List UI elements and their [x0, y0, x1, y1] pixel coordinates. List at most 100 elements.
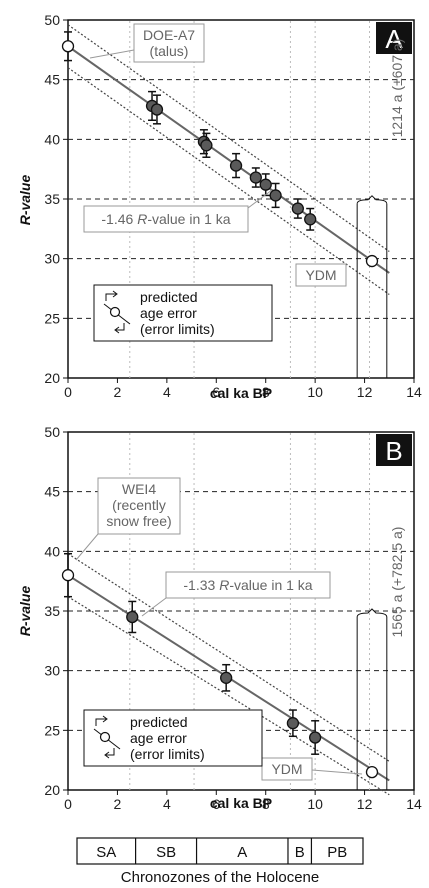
y-axis-label: R-value	[17, 175, 33, 226]
x-tick-label: 6	[212, 796, 220, 812]
data-point	[291, 202, 304, 215]
slope-leader-line	[247, 189, 273, 209]
chronozone-label: SB	[156, 844, 176, 861]
y-tick-label: 50	[44, 12, 60, 28]
chronozone-bar: SA SB A B PB Chronozones of the Holocene	[76, 837, 364, 886]
x-tick-label: 8	[262, 796, 270, 812]
regression-line	[67, 45, 390, 274]
y-axis-ticks: 20 25 30 35 40 45 50	[44, 424, 68, 798]
slope-label: -1.46 R-value in 1 ka	[101, 211, 230, 227]
chronozone-label: A	[237, 844, 247, 861]
site-note-line-1: (recently	[112, 497, 166, 513]
data-point	[220, 671, 233, 684]
x-axis-label: cal ka BP	[210, 795, 272, 811]
x-tick-label: 8	[262, 384, 270, 400]
confidence-band	[67, 553, 390, 796]
bracket-brace	[356, 195, 388, 204]
legend-line-3: (error limits)	[140, 321, 215, 337]
y-tick-label: 40	[44, 131, 60, 147]
x-axis-ticks: 0 2 4 6 8 10 12 14	[64, 790, 422, 812]
slope-label-box	[83, 205, 249, 233]
panel-letter-box	[376, 434, 412, 466]
x-tick-label: 12	[357, 796, 373, 812]
site-note: (talus)	[150, 43, 189, 59]
legend-line-1: predicted	[140, 289, 198, 305]
chronozone-cells: SA SB A B PB	[96, 838, 347, 864]
chronozone-frame	[76, 837, 364, 865]
x-tick-label: 14	[406, 384, 422, 400]
site-label-box	[133, 23, 205, 63]
lower-band-line	[67, 596, 390, 796]
slope-label: -1.33 R-value in 1 ka	[183, 577, 312, 593]
ydm-label: YDM	[271, 761, 302, 777]
y-tick-label: 25	[44, 310, 60, 326]
panel-letter: A	[385, 24, 403, 54]
y-tick-label: 35	[44, 191, 60, 207]
open-data-point	[365, 765, 379, 779]
x-tick-label: 10	[307, 384, 323, 400]
y-tick-label: 50	[44, 424, 60, 440]
slope-label-box	[165, 571, 331, 599]
y-tick-label: 45	[44, 484, 60, 500]
chronozone-label: PB	[327, 844, 347, 861]
y-tick-label: 40	[44, 543, 60, 559]
ydm-label-box	[261, 757, 313, 781]
ydm-label: YDM	[305, 267, 336, 283]
legend-line-2: age error	[130, 730, 187, 746]
x-tick-label: 2	[114, 796, 122, 812]
x-tick-label: 6	[212, 384, 220, 400]
site-note-line-2: snow free)	[106, 513, 171, 529]
site-label: WEI4	[122, 481, 156, 497]
x-tick-label: 0	[64, 796, 72, 812]
data-point	[304, 213, 317, 226]
gridlines	[68, 20, 414, 378]
ydm-label-box	[295, 263, 347, 287]
age-error-label: 1565 a (+782.5 a)	[389, 527, 405, 638]
legend-line-1: predicted	[130, 714, 188, 730]
open-data-point	[61, 569, 75, 582]
x-tick-label: 4	[163, 384, 171, 400]
y-tick-label: 35	[44, 603, 60, 619]
x-tick-label: 0	[64, 384, 72, 400]
site-leader-line	[75, 533, 99, 561]
age-error-label: 1214 a (±607 a)	[389, 39, 405, 138]
site-label-box	[97, 477, 181, 535]
age-error-bracket	[356, 195, 388, 378]
upper-band-line	[67, 24, 390, 252]
chronozone-label: SA	[96, 844, 116, 861]
legend-line-2: age error	[140, 305, 197, 321]
open-data-point	[61, 40, 75, 53]
panel-letter-box	[376, 22, 412, 54]
confidence-band	[67, 24, 390, 295]
y-tick-label: 25	[44, 722, 60, 738]
y-tick-label: 20	[44, 782, 60, 798]
data-points	[61, 31, 379, 268]
x-axis-label: cal ka BP	[210, 385, 272, 401]
y-tick-label: 30	[44, 251, 60, 267]
lower-band-line	[67, 67, 390, 295]
legend-box	[83, 709, 263, 767]
age-error-bracket	[356, 608, 388, 790]
ydm-leader-line	[311, 769, 363, 775]
legend-box	[93, 284, 273, 342]
slope-leader-line	[141, 597, 167, 617]
y-tick-label: 20	[44, 370, 60, 386]
data-point	[249, 171, 262, 184]
open-data-point	[365, 254, 379, 268]
y-tick-label: 30	[44, 663, 60, 679]
chronozone-caption: Chronozones of the Holocene	[121, 869, 319, 886]
data-point	[126, 610, 139, 624]
x-tick-label: 14	[406, 796, 422, 812]
data-point	[150, 103, 164, 116]
regression-line-segment	[67, 45, 390, 274]
y-axis-label: R-value	[17, 586, 33, 637]
legend: predicted age error (error limits)	[83, 709, 263, 767]
panel-a: 20 25 30 35 40 45 50 0 2 4 6 8 10 12 14 cal ka BP R-v…	[17, 12, 422, 401]
panel-letter: B	[385, 436, 402, 466]
data-point	[229, 159, 243, 172]
y-axis-ticks: 20 25 30 35 40 45 50	[44, 12, 68, 386]
data-point	[286, 717, 300, 730]
legend-line-3: (error limits)	[130, 746, 205, 762]
data-points	[61, 552, 379, 779]
